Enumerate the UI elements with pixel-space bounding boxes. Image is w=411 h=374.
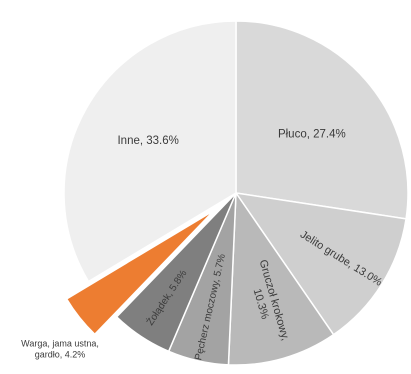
slice-label-line: gardło, 4.2% [35, 350, 86, 360]
pie-slices [63, 20, 409, 366]
pie-slice-5 [115, 192, 237, 353]
slice-label-line: Warga, jama ustna, [21, 339, 99, 349]
slice-label-line: Inne, 33.6% [117, 135, 178, 147]
pie-slice-2 [234, 191, 407, 336]
pie-slice-6 [65, 209, 215, 336]
pie-slice-3 [227, 190, 335, 366]
slice-label-6: Warga, jama ustna, gardło, 4.2% [21, 339, 99, 360]
slice-label-7: Inne, 33.6% [117, 135, 178, 147]
slice-label-1: Płuco, 27.4% [278, 129, 346, 141]
pie-slice-1 [235, 20, 409, 220]
slice-label-line: Płuco, 27.4% [278, 129, 346, 141]
pie-slice-7 [63, 20, 237, 283]
